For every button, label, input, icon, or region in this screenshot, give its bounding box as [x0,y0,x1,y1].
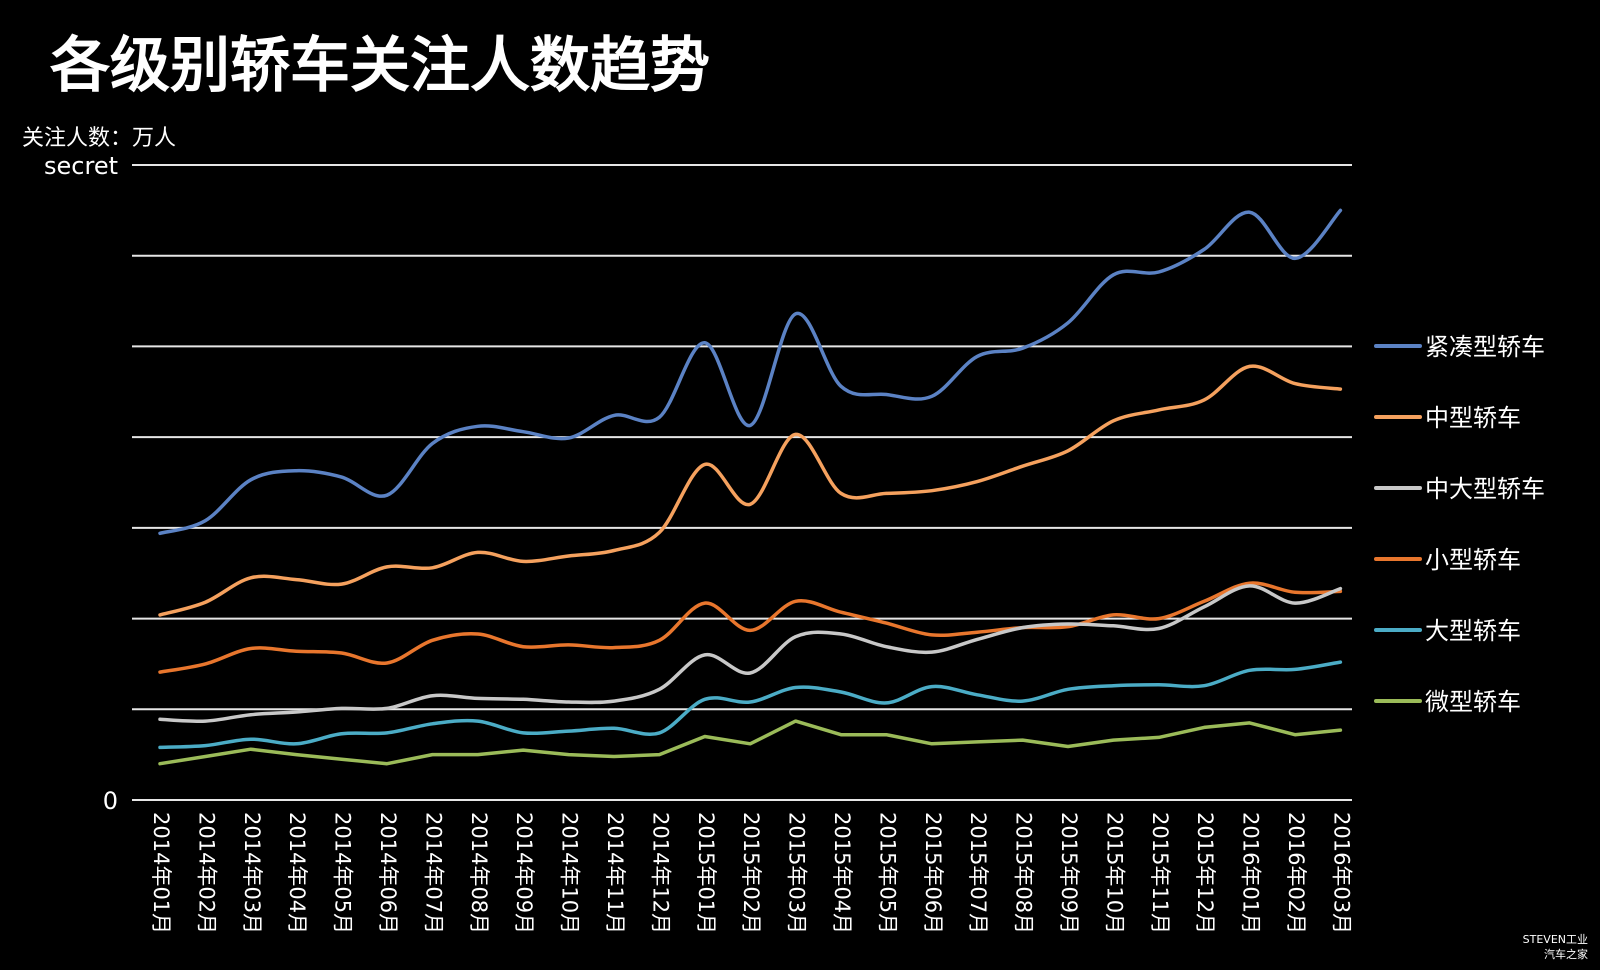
x-tick-label: 2015年08月 [1012,812,1036,934]
x-tick-label: 2014年09月 [512,812,536,934]
watermark-line1: STEVEN工业 [1522,933,1588,946]
x-tick-label: 2014年08月 [467,812,491,934]
x-tick-label: 2014年07月 [421,812,445,934]
x-tick-label: 2014年12月 [648,812,672,934]
x-tick-label: 2014年05月 [331,812,355,934]
series-line [158,364,1343,617]
x-tick-label: 2014年01月 [149,812,173,934]
x-tick-label: 2015年07月 [966,812,990,934]
x-tick-label: 2016年02月 [1284,812,1308,934]
x-tick-label: 2015年01月 [694,812,718,934]
legend-label: 中型轿车 [1425,404,1521,432]
x-tick-label: 2015年04月 [830,812,854,934]
x-tick-label: 2015年05月 [875,812,899,934]
x-tick-label: 2015年03月 [785,812,809,934]
series-line [158,660,1343,750]
x-tick-label: 2015年10月 [1102,812,1126,934]
series-line [158,719,1343,766]
grid-lines [132,164,1352,801]
series-lines [158,208,1343,766]
y-axis-unit-label: 关注人数：万人 [22,126,177,151]
y-axis-ticks: 0 secret [44,152,118,815]
legend-label: 小型轿车 [1425,546,1521,574]
watermark: STEVEN工业 汽车之家 [1523,932,1588,962]
x-tick-label: 2014年03月 [240,812,264,934]
x-tick-label: 2015年11月 [1148,812,1172,934]
x-tick-label: 2015年09月 [1057,812,1081,934]
legend-label: 紧凑型轿车 [1425,333,1545,361]
x-tick-label: 2015年02月 [739,812,763,934]
x-axis-ticks: 2014年01月 2014年02月 2014年03月 2014年04月 2014年05月… [149,812,1353,934]
x-tick-label: 2014年10月 [558,812,582,934]
x-tick-label: 2014年11月 [603,812,627,934]
x-tick-label: 2014年06月 [376,812,400,934]
y-tick-label: 0 [103,787,118,815]
legend-label: 大型轿车 [1425,617,1521,645]
chart-title: 各级别轿车关注人数趋势 [50,31,710,101]
x-tick-label: 2014年02月 [194,812,218,934]
x-tick-label: 2015年12月 [1193,812,1217,934]
y-tick-label: secret [44,152,118,180]
x-tick-label: 2016年03月 [1329,812,1353,934]
watermark-line2: 汽车之家 [1544,948,1588,961]
series-line [158,584,1343,723]
legend-label: 中大型轿车 [1425,475,1545,503]
x-tick-label: 2014年04月 [285,812,309,934]
x-tick-label: 2015年06月 [921,812,945,934]
x-tick-label: 2016年01月 [1239,812,1263,934]
series-line [158,581,1343,674]
legend-label: 微型轿车 [1425,688,1521,716]
series-line [158,208,1343,536]
